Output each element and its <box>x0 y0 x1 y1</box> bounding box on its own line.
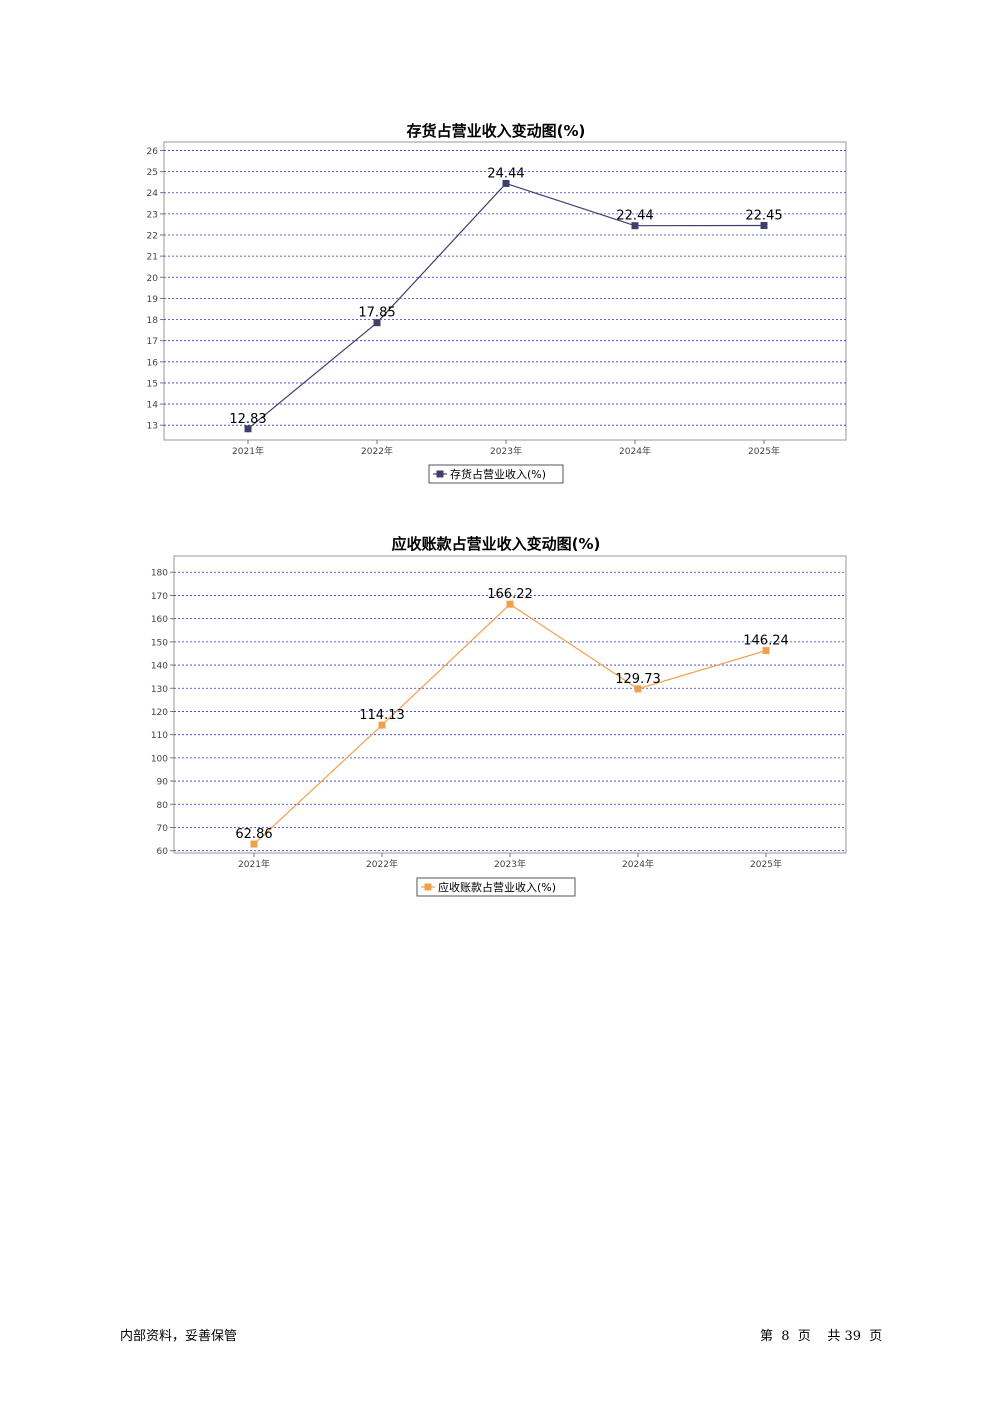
y-tick-label: 22 <box>147 231 158 241</box>
y-tick-label: 26 <box>147 147 159 157</box>
y-tick-label: 16 <box>147 358 159 368</box>
chart-1-title: 存货占营业收入变动图(%) <box>406 122 586 140</box>
x-tick-label: 2024年 <box>619 445 651 457</box>
data-point <box>373 319 381 327</box>
y-tick-label: 18 <box>147 316 159 326</box>
chart-2-plot: 60 70 80 90 100 110 120 130 140 150 160 170 180 2021年… <box>151 555 847 897</box>
legend-marker-swatch <box>424 883 432 891</box>
x-tick-label: 2023年 <box>490 445 522 457</box>
y-tick-label: 170 <box>151 592 168 602</box>
data-label: 24.44 <box>487 166 524 181</box>
chart-1-plot: 13 14 15 16 17 18 19 20 21 22 23 24 25 26 2021年 2022年 20… <box>147 141 847 484</box>
data-point <box>250 840 258 848</box>
y-tick-label: 140 <box>151 662 168 672</box>
chart-2-title: 应收账款占营业收入变动图(%) <box>391 535 601 553</box>
y-tick-label: 24 <box>147 189 159 199</box>
data-point <box>634 685 642 693</box>
data-label: 22.44 <box>616 209 653 224</box>
legend-box <box>416 877 576 897</box>
data-label: 166.22 <box>487 587 533 602</box>
data-point <box>502 179 510 187</box>
x-tick-label: 2022年 <box>366 858 398 870</box>
legend-label: 应收账款占营业收入(%) <box>438 880 556 894</box>
x-tick-label: 2024年 <box>622 858 654 870</box>
y-tick-label: 150 <box>151 638 168 648</box>
y-tick-label: 14 <box>147 401 159 411</box>
data-label: 62.86 <box>235 827 272 842</box>
data-point <box>244 425 252 433</box>
plot-area <box>163 141 847 441</box>
y-tick-label: 19 <box>147 295 159 305</box>
y-tick-label: 130 <box>151 685 168 695</box>
y-tick-label: 23 <box>147 210 158 220</box>
x-tick-label: 2021年 <box>238 858 270 870</box>
data-label: 17.85 <box>358 306 395 321</box>
data-label: 129.73 <box>615 672 661 687</box>
y-tick-label: 70 <box>157 824 169 834</box>
legend-marker-swatch <box>436 470 444 478</box>
y-tick-label: 90 <box>157 778 169 788</box>
data-point <box>631 222 639 230</box>
footer-confidential-note: 内部资料，妥善保管 <box>120 1329 238 1344</box>
data-point <box>378 721 386 729</box>
x-tick-label: 2023年 <box>494 858 526 870</box>
y-tick-label: 60 <box>157 847 169 857</box>
y-tick-label: 15 <box>147 379 158 389</box>
y-tick-label: 20 <box>147 274 159 284</box>
data-label: 12.83 <box>229 412 266 427</box>
y-tick-label: 180 <box>151 569 168 579</box>
x-tick-label: 2025年 <box>748 445 780 457</box>
y-tick-label: 13 <box>147 422 158 432</box>
legend-box <box>428 464 564 484</box>
y-tick-label: 17 <box>147 337 158 347</box>
y-tick-label: 110 <box>151 731 168 741</box>
y-tick-label: 120 <box>151 708 168 718</box>
y-tick-label: 25 <box>147 168 158 178</box>
data-point <box>506 600 514 608</box>
y-tick-label: 160 <box>151 615 168 625</box>
x-tick-label: 2021年 <box>232 445 264 457</box>
data-point <box>760 221 768 229</box>
footer-page-number: 第 8 页 共 39 页 <box>760 1329 883 1344</box>
y-tick-label: 80 <box>157 801 169 811</box>
data-label: 22.45 <box>745 208 782 223</box>
data-point <box>762 647 770 655</box>
y-tick-label: 21 <box>147 253 158 263</box>
x-tick-label: 2022年 <box>361 445 393 457</box>
legend-label: 存货占营业收入(%) <box>450 467 546 481</box>
y-tick-label: 100 <box>151 754 168 764</box>
x-tick-label: 2025年 <box>750 858 782 870</box>
data-label: 146.24 <box>743 634 789 649</box>
data-label: 114.13 <box>359 708 405 723</box>
